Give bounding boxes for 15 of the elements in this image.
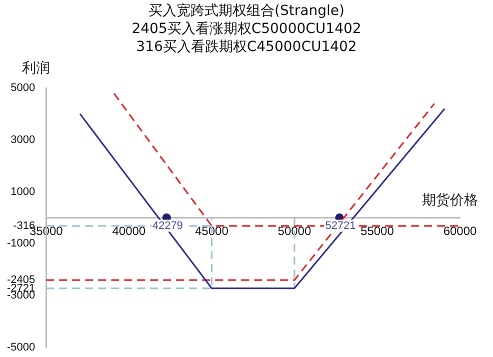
y-tick-label: -1000 xyxy=(6,238,36,250)
annotation: 52721 xyxy=(325,220,356,232)
y-axis-title: 利润 xyxy=(22,60,50,77)
x-tick-label: 40000 xyxy=(112,224,146,238)
x-tick-label: 50000 xyxy=(278,224,312,238)
y-tick-label: -5000 xyxy=(6,341,36,354)
chart-title: 买入宽跨式期权组合(Strangle) 2405买入看涨期权C50000CU1402 316买入看跌期权C45000CU1402 xyxy=(130,2,362,57)
y-tick-label: 3000 xyxy=(10,134,36,146)
x-tick-label: 45000 xyxy=(194,224,229,238)
y-tick-label: 5000 xyxy=(10,82,36,94)
x-tick-label: 55000 xyxy=(360,224,394,238)
x-axis-title: 期货价格 xyxy=(422,192,478,208)
annotation: 42279 xyxy=(152,220,183,232)
x-tick-label: 60000 xyxy=(443,224,478,238)
y-tick-label: 1000 xyxy=(10,186,36,198)
